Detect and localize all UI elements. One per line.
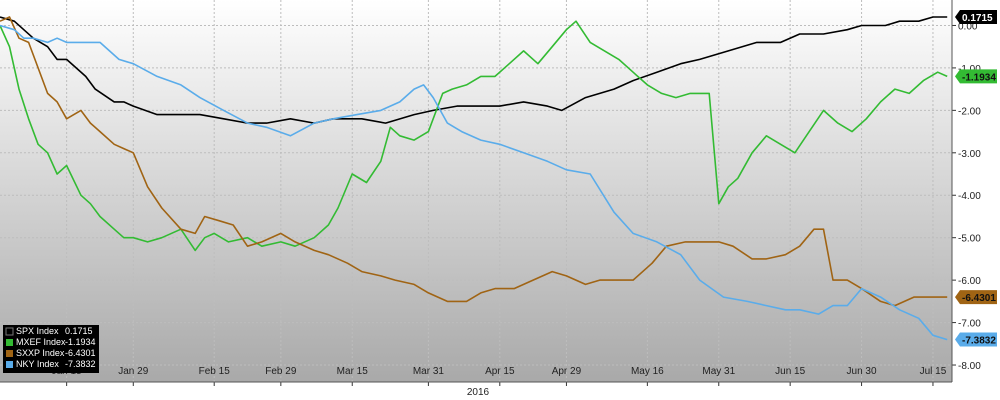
legend-series-name: SXXP Index [16, 348, 65, 358]
legend-entry-nky-index: NKY Index -7.3832 [6, 359, 96, 369]
x-tick-label: Jan 29 [118, 366, 148, 377]
tag-box [955, 290, 997, 305]
tag-box [955, 332, 997, 347]
last-value-tag-spx-index: 0.1715 [955, 9, 997, 24]
tag-box [955, 9, 997, 24]
grid-lines [0, 0, 952, 382]
y-tick-label: -5.00 [958, 234, 981, 245]
y-tick-label: -8.00 [958, 361, 981, 372]
x-tick-label: Feb 29 [265, 366, 297, 377]
series-line-spx-index [0, 16, 948, 124]
last-value-tag-nky-index: -7.3832 [955, 332, 997, 347]
legend-series-value: -1.1934 [65, 337, 96, 347]
legend-entry-sxxp-index: SXXP Index -6.4301 [6, 348, 96, 358]
x-tick-label: Jun 30 [847, 366, 877, 377]
last-value-tag-sxxp-index: -6.4301 [955, 290, 997, 305]
legend-swatch [6, 361, 13, 368]
x-tick-label: Mar 15 [337, 366, 369, 377]
tag-value: -6.4301 [962, 293, 996, 304]
legend-swatch [6, 350, 13, 357]
tag-value: -1.1934 [962, 72, 996, 83]
y-tick-label: -7.00 [958, 319, 981, 330]
tag-value: 0.1715 [962, 13, 993, 24]
last-value-tags: 0.1715 -1.1934 -6.4301 -7.3832 [955, 9, 997, 347]
legend-series-value: -6.4301 [65, 348, 96, 358]
x-tick-label: Apr 29 [552, 366, 582, 377]
legend-series-value: 0.1715 [65, 326, 93, 336]
tag-value: -7.3832 [962, 336, 996, 347]
y-tick-label: -3.00 [958, 149, 981, 160]
plot-background [0, 0, 952, 382]
x-tick-label: Mar 31 [413, 366, 445, 377]
series-line-mxef-index [0, 20, 948, 252]
y-axis: 0.00-1.00-2.00-3.00-4.00-5.00-6.00-7.00-… [951, 0, 981, 382]
legend-entry-mxef-index: MXEF Index -1.1934 [6, 337, 96, 347]
legend-series-name: MXEF Index [16, 337, 66, 347]
x-tick-label: Apr 15 [485, 366, 515, 377]
x-tick-label: Jul 15 [920, 366, 947, 377]
legend-entry-spx-index: SPX Index 0.1715 [5, 326, 93, 336]
legend-series-value: -7.3832 [65, 359, 96, 369]
last-value-tag-mxef-index: -1.1934 [955, 69, 997, 84]
tag-box [955, 69, 997, 84]
x-axis-label: 2016 [467, 387, 490, 398]
y-tick-label: -6.00 [958, 276, 981, 287]
x-tick-label: Feb 15 [199, 366, 231, 377]
legend-series-name: NKY Index [16, 359, 59, 369]
legend-swatch [6, 339, 13, 346]
series-line-sxxp-index [0, 16, 948, 307]
legend-series-name: SPX Index [16, 326, 59, 336]
x-tick-label: Jun 15 [775, 366, 805, 377]
x-tick-label: May 16 [631, 366, 664, 377]
series-line-nky-index [0, 24, 948, 341]
series-lines [0, 16, 948, 341]
y-tick-label: -4.00 [958, 191, 981, 202]
legend-box [3, 325, 99, 373]
x-tick-label: May 31 [702, 366, 735, 377]
legend-swatch [5, 327, 14, 336]
y-tick-label: 0.00 [958, 21, 978, 32]
y-tick-label: -2.00 [958, 106, 981, 117]
